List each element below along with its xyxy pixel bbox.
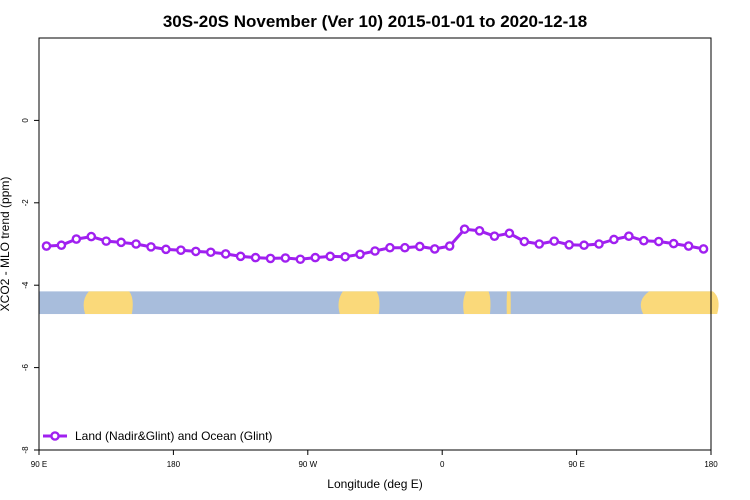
data-point [549, 236, 560, 246]
land-segment-2 [463, 291, 491, 315]
data-point [519, 236, 530, 247]
data-point [444, 241, 455, 251]
data-point [146, 242, 156, 252]
y-tick-label: 0 [21, 118, 30, 123]
data-point [639, 235, 649, 246]
data-point [280, 253, 291, 263]
y-tick-label: -6 [21, 363, 30, 371]
x-tick-label: 180 [704, 460, 718, 469]
data-point [116, 237, 126, 248]
x-tick-label: 90 W [298, 460, 317, 469]
y-axis-label: XCO2 - MLO trend (ppm) [0, 177, 12, 312]
data-point [56, 240, 67, 251]
x-tick-label: 0 [440, 460, 445, 469]
x-tick-label: 90 E [31, 460, 47, 469]
land-ocean-band [39, 291, 719, 315]
data-point [564, 240, 574, 250]
data-point [668, 238, 679, 249]
data-point [624, 231, 634, 241]
x-tick-label: 180 [167, 460, 181, 469]
data-point [474, 226, 485, 236]
data-point [594, 239, 604, 249]
data-point [101, 236, 111, 246]
data-point [310, 252, 321, 263]
land-segment-3 [506, 291, 511, 315]
land-segment-0 [83, 291, 133, 315]
data-point [504, 228, 515, 239]
data-point [698, 244, 709, 254]
legend: Land (Nadir&Glint) and Ocean (Glint) [43, 429, 272, 443]
data-point [609, 234, 619, 245]
y-tick-label: -8 [21, 446, 30, 454]
data-point [459, 224, 470, 234]
data-point [683, 241, 694, 251]
data-point [489, 231, 500, 241]
data-point [325, 251, 336, 262]
land-segment-1 [338, 291, 380, 315]
legend-marker [50, 431, 60, 441]
data-point [355, 249, 365, 260]
data-point [265, 253, 276, 264]
data-point [220, 249, 231, 259]
data-point [340, 251, 350, 262]
axes: 90 E 180 90 W 0 90 E 180 -8 -6 -4 -2 0 [21, 37, 718, 469]
data-point [429, 244, 440, 254]
series-group [41, 224, 709, 265]
data-point [71, 234, 82, 244]
data-point [161, 244, 171, 255]
data-point [86, 231, 97, 242]
data-point [579, 240, 589, 251]
data-point [414, 241, 425, 252]
y-tick-label: -2 [21, 199, 30, 207]
data-point [370, 246, 380, 256]
data-point [653, 236, 664, 247]
data-point [131, 239, 141, 249]
legend-label: Land (Nadir&Glint) and Ocean (Glint) [75, 429, 272, 443]
data-point [534, 239, 545, 249]
data-point [250, 252, 261, 263]
chart-title: 30S-20S November (Ver 10) 2015-01-01 to … [163, 12, 587, 31]
y-tick-label: -4 [21, 281, 30, 289]
data-point [176, 245, 186, 255]
x-axis-label: Longitude (deg E) [327, 477, 422, 491]
data-point [41, 241, 52, 251]
data-point [400, 242, 410, 253]
land-segment-4 [640, 291, 719, 315]
data-point [205, 247, 216, 258]
data-point [190, 246, 201, 257]
x-tick-label: 90 E [568, 460, 584, 469]
data-point [295, 254, 306, 265]
data-point [235, 251, 246, 262]
data-point [385, 242, 395, 253]
plot-frame [38, 37, 712, 451]
